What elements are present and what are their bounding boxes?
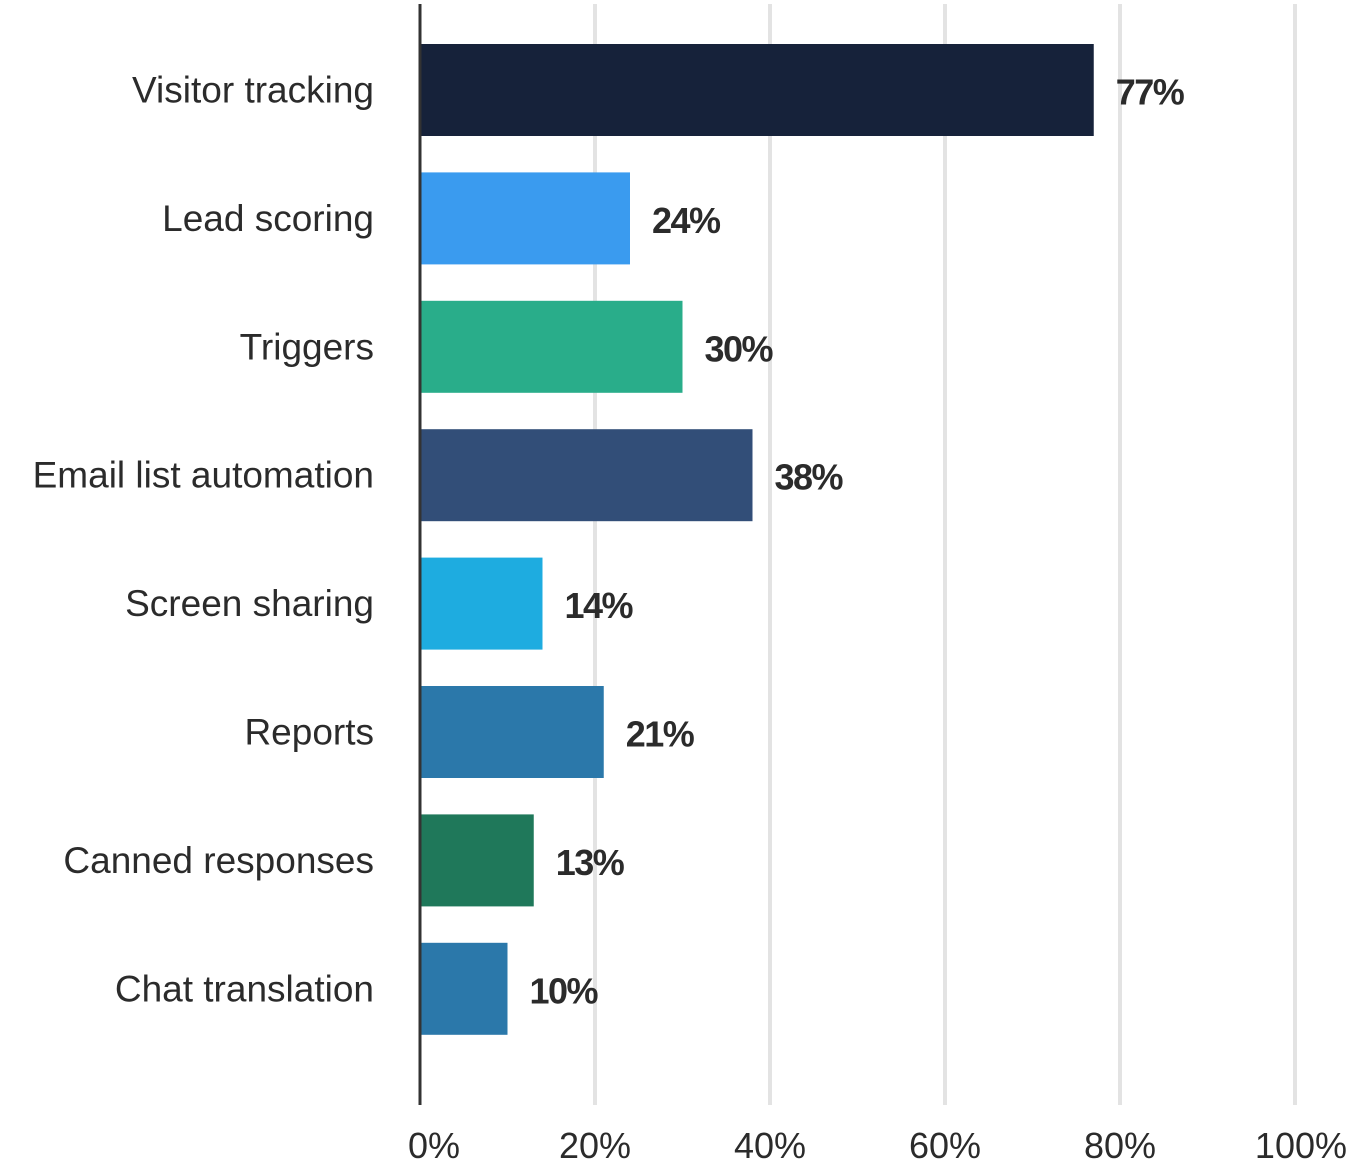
x-axis-ticks: 0% 20% 40% 60% 80% 100% xyxy=(408,1125,1347,1160)
x-tick-label-80-pct: 80% xyxy=(1084,1125,1156,1160)
category-label-triggers: Triggers xyxy=(240,326,374,367)
category-labels: Visitor tracking Lead scoring Triggers Emai… xyxy=(33,70,374,1010)
category-label-reports: Reports xyxy=(244,712,374,753)
value-label-canned-responses: 13% xyxy=(556,842,625,883)
category-label-visitor-tracking: Visitor tracking xyxy=(132,70,374,111)
category-label-canned-responses: Canned responses xyxy=(63,840,374,881)
category-label-lead-scoring: Lead scoring xyxy=(162,198,374,239)
value-label-chat-translation: 10% xyxy=(530,970,599,1011)
value-labels: 77% 24% 30% 38% 14% 21% 13% 10% xyxy=(530,72,1187,1012)
x-tick-label-100-pct: 100% xyxy=(1255,1125,1347,1160)
x-tick-label-0-pct: 0% xyxy=(408,1125,460,1160)
category-label-screen-sharing: Screen sharing xyxy=(125,583,374,624)
bar-triggers xyxy=(420,300,683,393)
value-label-email-list-automation: 38% xyxy=(775,457,844,498)
x-tick-label-20-pct: 20% xyxy=(559,1125,631,1160)
bar-lead-scoring xyxy=(420,172,630,265)
value-label-screen-sharing: 14% xyxy=(565,585,634,626)
value-label-triggers: 30% xyxy=(705,328,774,369)
bar-email-list-automation xyxy=(420,429,753,522)
x-tick-label-40-pct: 40% xyxy=(734,1125,806,1160)
category-label-chat-translation: Chat translation xyxy=(115,968,374,1009)
value-label-reports: 21% xyxy=(626,714,695,755)
gridlines xyxy=(593,4,1297,1105)
bar-visitor-tracking xyxy=(420,44,1094,136)
category-label-email-list-automation: Email list automation xyxy=(33,455,374,496)
value-label-visitor-tracking: 77% xyxy=(1116,72,1185,113)
x-tick-label-60-pct: 60% xyxy=(909,1125,981,1160)
value-label-lead-scoring: 24% xyxy=(652,200,721,241)
bar-screen-sharing xyxy=(420,557,543,650)
bars xyxy=(420,44,1094,1035)
bar-canned-responses xyxy=(420,814,534,907)
bar-chat-translation xyxy=(420,942,508,1035)
bar-reports xyxy=(420,686,604,778)
